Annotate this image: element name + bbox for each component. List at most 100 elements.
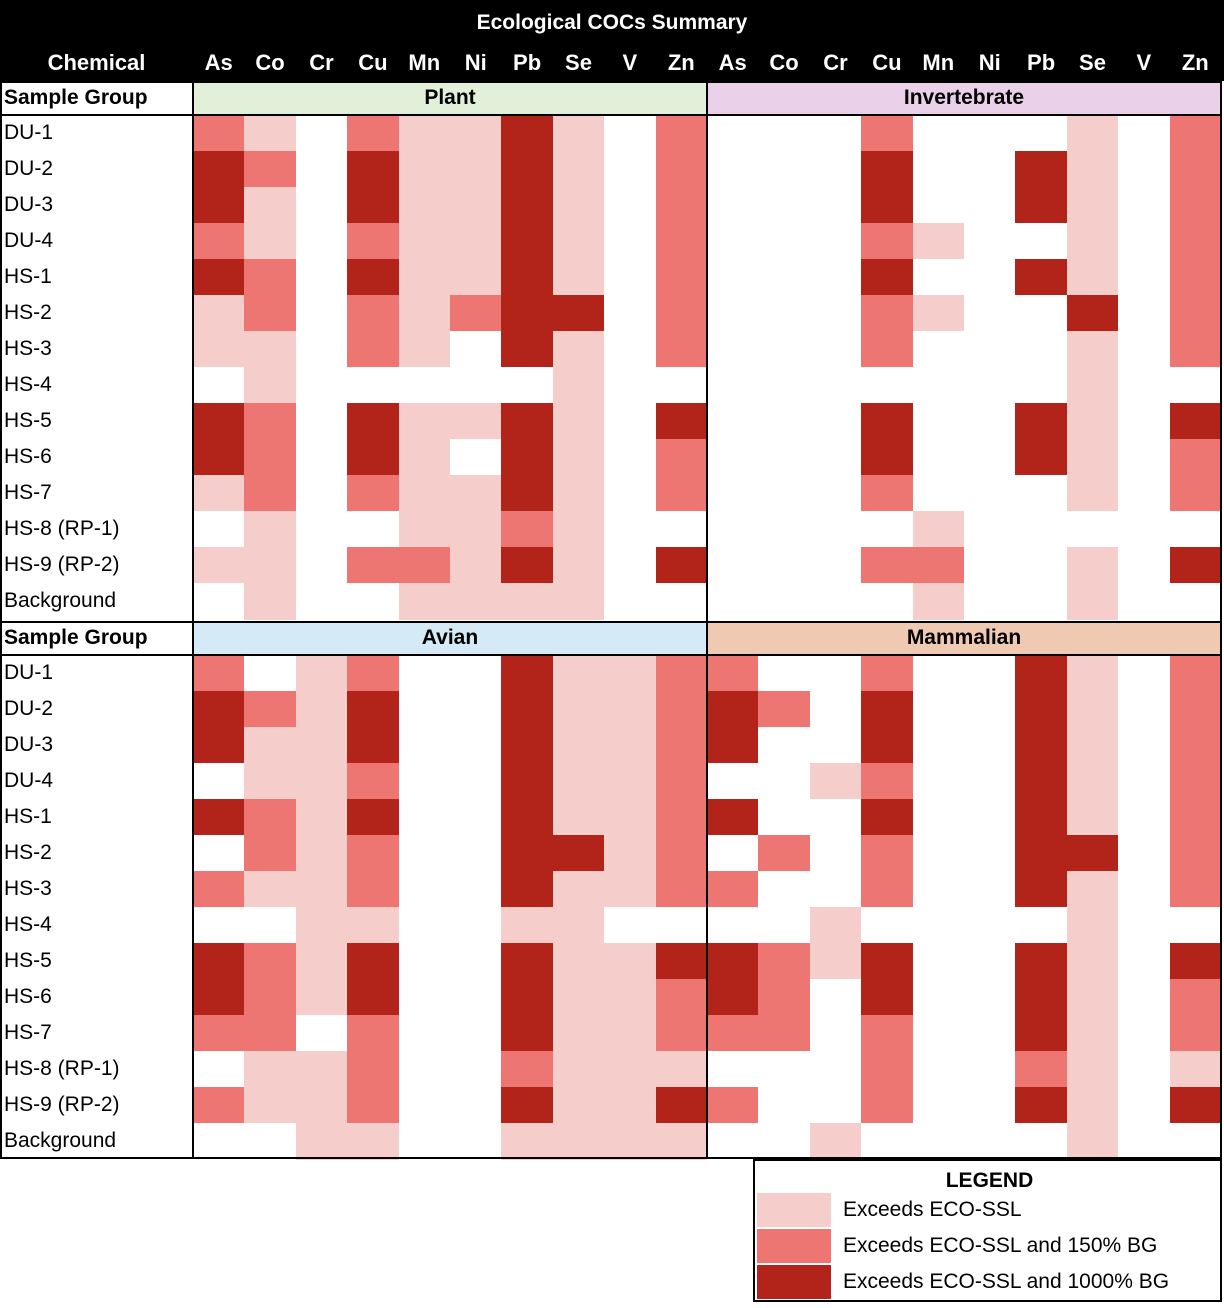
cell-avian-hs-1-se	[552, 799, 605, 836]
cell-mammalian-hs-8-rp-1-pb	[1015, 1051, 1068, 1088]
cell-mammalian-du-2-ni	[964, 691, 1016, 728]
cell-mammalian-hs-7-v	[1118, 1015, 1171, 1052]
cell-invertebrate-hs-5-co	[758, 403, 811, 440]
panel-divider	[706, 81, 708, 1159]
cell-invertebrate-du-3-pb	[1015, 187, 1068, 224]
cell-avian-background-se	[552, 1123, 605, 1160]
cell-avian-du-1-ni	[450, 655, 502, 692]
cell-plant-du-4-co	[244, 223, 297, 260]
cell-plant-hs-7-cr	[295, 475, 348, 512]
row-label-du-1: DU-1	[4, 121, 54, 144]
cell-mammalian-du-2-cr	[809, 691, 862, 728]
cell-invertebrate-du-4-as	[707, 223, 759, 260]
cell-mammalian-hs-3-ni	[964, 871, 1016, 908]
cell-avian-background-co	[244, 1123, 297, 1160]
cell-mammalian-hs-4-v	[1118, 907, 1171, 944]
table-border-left	[0, 0, 2, 1159]
cell-mammalian-hs-1-co	[758, 799, 811, 836]
cell-mammalian-hs-5-pb	[1015, 943, 1068, 980]
chemical-header-cu: Cu	[872, 49, 902, 75]
cell-avian-du-1-co	[244, 655, 297, 692]
cell-invertebrate-du-2-v	[1118, 151, 1171, 188]
cell-mammalian-hs-4-mn	[912, 907, 965, 944]
row-label-hs-1: HS-1	[4, 805, 52, 828]
cell-invertebrate-du-3-as	[707, 187, 759, 224]
cell-invertebrate-hs-3-pb	[1015, 331, 1068, 368]
cell-mammalian-du-3-ni	[964, 727, 1016, 764]
cell-mammalian-hs-1-mn	[912, 799, 965, 836]
cell-avian-hs-5-as	[193, 943, 245, 980]
cell-mammalian-hs-9-rp-2-as	[707, 1087, 759, 1124]
cell-plant-hs-5-pb	[501, 403, 554, 440]
cell-invertebrate-background-co	[758, 583, 811, 620]
cell-avian-hs-9-rp-2-mn	[398, 1087, 451, 1124]
cell-invertebrate-hs-3-cr	[809, 331, 862, 368]
cell-plant-hs-6-cr	[295, 439, 348, 476]
row-label-background: Background	[4, 1129, 117, 1152]
sample-group-header: Sample Group	[4, 86, 148, 109]
cell-mammalian-hs-9-rp-2-cr	[809, 1087, 862, 1124]
cell-avian-du-3-as	[193, 727, 245, 764]
cell-plant-du-2-mn	[398, 151, 451, 188]
cell-mammalian-hs-1-zn	[1169, 799, 1222, 836]
cell-plant-hs-8-rp-1-cr	[295, 511, 348, 548]
cell-invertebrate-hs-2-cr	[809, 295, 862, 332]
cell-mammalian-hs-8-rp-1-mn	[912, 1051, 965, 1088]
row-label-hs-3: HS-3	[4, 877, 52, 900]
cell-plant-du-1-as	[193, 115, 245, 152]
cell-plant-du-3-pb	[501, 187, 554, 224]
row-label-hs-5: HS-5	[4, 949, 52, 972]
cell-avian-hs-2-cu	[347, 835, 400, 872]
cell-invertebrate-hs-7-zn	[1169, 475, 1222, 512]
cell-avian-hs-3-mn	[398, 871, 451, 908]
cell-plant-background-co	[244, 583, 297, 620]
chemical-header-pb: Pb	[1027, 49, 1056, 75]
cell-invertebrate-hs-5-zn	[1169, 403, 1222, 440]
cell-plant-hs-9-rp-2-zn	[655, 547, 708, 584]
cell-avian-hs-1-cr	[295, 799, 348, 836]
cell-avian-hs-5-zn	[655, 943, 708, 980]
cell-plant-hs-5-as	[193, 403, 245, 440]
cell-plant-hs-9-rp-2-cr	[295, 547, 348, 584]
cell-plant-hs-9-rp-2-v	[604, 547, 657, 584]
group-header-plant: Plant	[193, 81, 707, 115]
cell-mammalian-hs-2-zn	[1169, 835, 1222, 872]
cell-mammalian-hs-4-zn	[1169, 907, 1222, 944]
cell-mammalian-hs-8-rp-1-as	[707, 1051, 759, 1088]
cell-plant-du-4-zn	[655, 223, 708, 260]
cell-mammalian-background-ni	[964, 1123, 1016, 1160]
legend: LEGEND Exceeds ECO-SSL Exceeds ECO-SSL a…	[753, 1159, 1222, 1302]
cell-mammalian-hs-5-cu	[861, 943, 914, 980]
cell-invertebrate-du-2-cu	[861, 151, 914, 188]
cell-avian-du-2-ni	[450, 691, 502, 728]
cell-avian-hs-8-rp-1-pb	[501, 1051, 554, 1088]
cell-invertebrate-hs-3-ni	[964, 331, 1016, 368]
cell-avian-hs-1-cu	[347, 799, 400, 836]
row-label-du-4: DU-4	[4, 229, 54, 252]
cell-avian-hs-7-zn	[655, 1015, 708, 1052]
cell-plant-hs-3-v	[604, 331, 657, 368]
cell-invertebrate-hs-6-zn	[1169, 439, 1222, 476]
cell-plant-hs-8-rp-1-se	[552, 511, 605, 548]
chemical-header-cr: Cr	[309, 49, 334, 75]
cell-avian-hs-5-pb	[501, 943, 554, 980]
cell-avian-du-2-as	[193, 691, 245, 728]
cell-mammalian-hs-3-mn	[912, 871, 965, 908]
cell-avian-hs-3-v	[604, 871, 657, 908]
cell-invertebrate-du-3-se	[1066, 187, 1119, 224]
chemical-header-se: Se	[565, 49, 592, 75]
cell-invertebrate-hs-5-cu	[861, 403, 914, 440]
row-label-hs-6: HS-6	[4, 445, 52, 468]
chemical-header-ni: Ni	[978, 49, 1001, 75]
cell-invertebrate-hs-7-ni	[964, 475, 1016, 512]
cell-invertebrate-hs-1-zn	[1169, 259, 1222, 296]
row-label-hs-1: HS-1	[4, 265, 52, 288]
cell-plant-du-1-zn	[655, 115, 708, 152]
cell-invertebrate-du-2-cr	[809, 151, 862, 188]
cell-plant-hs-4-v	[604, 367, 657, 404]
cell-avian-hs-3-pb	[501, 871, 554, 908]
cell-mammalian-hs-7-se	[1066, 1015, 1119, 1052]
cell-mammalian-hs-7-co	[758, 1015, 811, 1052]
cell-avian-hs-3-as	[193, 871, 245, 908]
chemical-header-v: V	[622, 49, 638, 75]
